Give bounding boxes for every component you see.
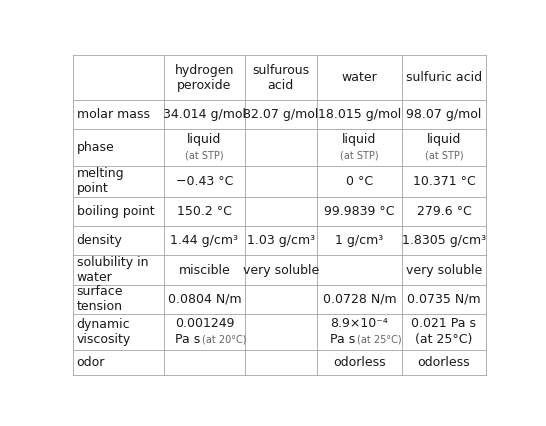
Text: 0.021 Pa s: 0.021 Pa s (412, 317, 477, 331)
Text: 0.001249: 0.001249 (175, 317, 234, 331)
Text: phase: phase (76, 141, 115, 154)
Text: solubility in
water: solubility in water (76, 256, 148, 284)
Text: (at STP): (at STP) (425, 151, 464, 161)
Text: liquid: liquid (427, 133, 461, 146)
Text: water: water (341, 71, 377, 84)
Text: 0 °C: 0 °C (346, 175, 373, 188)
Text: hydrogen
peroxide: hydrogen peroxide (175, 63, 234, 92)
Text: sulfurous
acid: sulfurous acid (252, 63, 310, 92)
Text: −0.43 °C: −0.43 °C (176, 175, 233, 188)
Text: 34.014 g/mol: 34.014 g/mol (163, 108, 246, 121)
Text: boiling point: boiling point (76, 205, 155, 218)
Text: (at 20°C): (at 20°C) (203, 334, 247, 345)
Text: molar mass: molar mass (76, 108, 150, 121)
Text: 150.2 °C: 150.2 °C (177, 205, 232, 218)
Text: Pa s: Pa s (330, 333, 355, 346)
Text: 0.0735 N/m: 0.0735 N/m (407, 293, 481, 306)
Text: 1.44 g/cm³: 1.44 g/cm³ (170, 234, 239, 247)
Text: (at 25°C): (at 25°C) (357, 334, 402, 345)
Text: 10.371 °C: 10.371 °C (413, 175, 476, 188)
Text: 82.07 g/mol: 82.07 g/mol (243, 108, 318, 121)
Text: odor: odor (76, 356, 105, 369)
Text: (at STP): (at STP) (185, 151, 224, 161)
Text: 0.0728 N/m: 0.0728 N/m (323, 293, 396, 306)
Text: 98.07 g/mol: 98.07 g/mol (406, 108, 482, 121)
Text: liquid: liquid (187, 133, 222, 146)
Text: surface
tension: surface tension (76, 285, 123, 314)
Text: melting
point: melting point (76, 167, 124, 196)
Text: dynamic
viscosity: dynamic viscosity (76, 318, 131, 346)
Text: (at 25°C): (at 25°C) (416, 333, 473, 346)
Text: very soluble: very soluble (243, 264, 319, 276)
Text: (at STP): (at STP) (340, 151, 378, 161)
Text: very soluble: very soluble (406, 264, 482, 276)
Text: 99.9839 °C: 99.9839 °C (324, 205, 395, 218)
Text: sulfuric acid: sulfuric acid (406, 71, 482, 84)
Text: density: density (76, 234, 123, 247)
Text: miscible: miscible (179, 264, 230, 276)
Text: 18.015 g/mol: 18.015 g/mol (318, 108, 401, 121)
Text: odorless: odorless (333, 356, 385, 369)
Text: 1.03 g/cm³: 1.03 g/cm³ (247, 234, 315, 247)
Text: Pa s: Pa s (175, 333, 200, 346)
Text: 0.0804 N/m: 0.0804 N/m (168, 293, 241, 306)
Text: liquid: liquid (342, 133, 377, 146)
Text: 1 g/cm³: 1 g/cm³ (335, 234, 383, 247)
Text: odorless: odorless (418, 356, 470, 369)
Text: 1.8305 g/cm³: 1.8305 g/cm³ (402, 234, 486, 247)
Text: 279.6 °C: 279.6 °C (417, 205, 471, 218)
Text: 8.9×10⁻⁴: 8.9×10⁻⁴ (330, 317, 388, 331)
